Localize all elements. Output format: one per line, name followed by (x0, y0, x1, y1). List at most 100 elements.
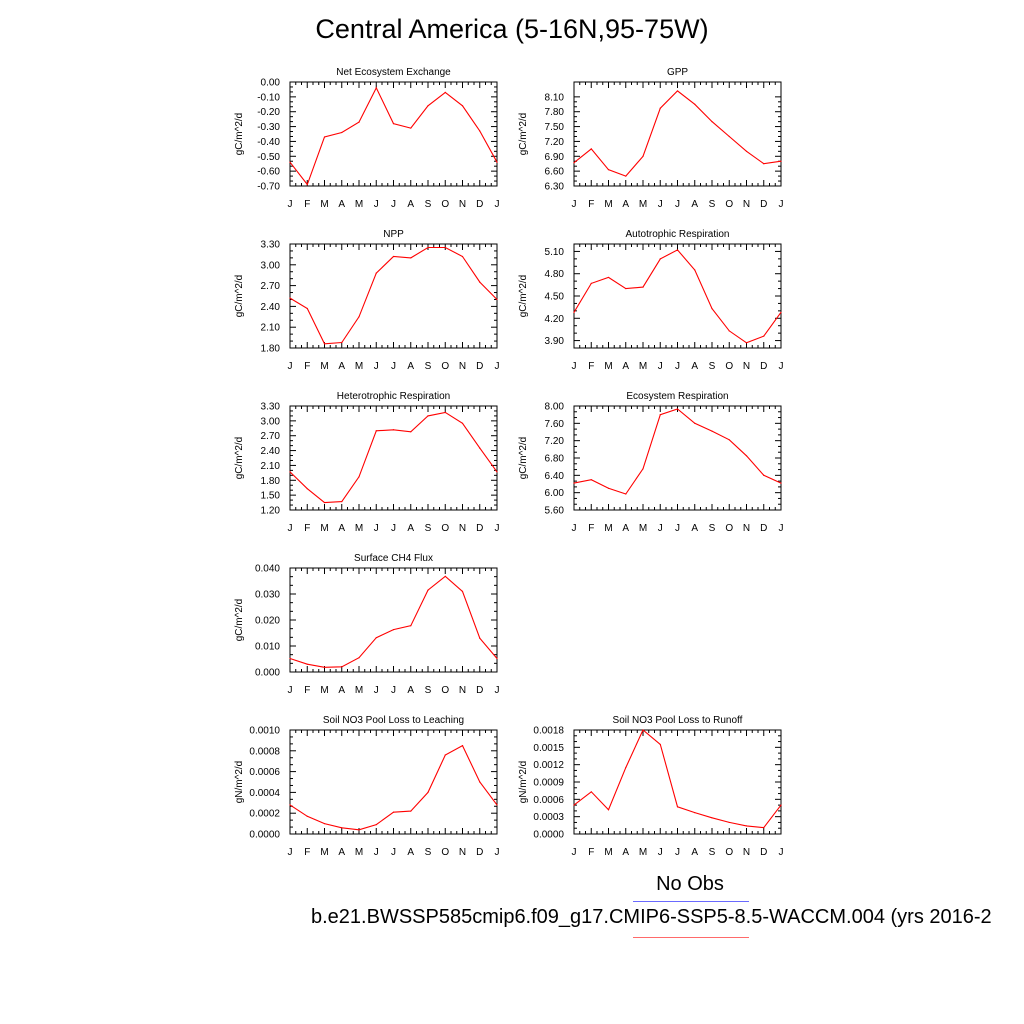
x-tick-label: J (572, 199, 577, 210)
data-point (573, 162, 575, 164)
data-point (479, 281, 481, 283)
y-tick-label: 5.60 (545, 506, 565, 517)
data-point (289, 161, 291, 163)
x-tick-label: J (572, 523, 577, 534)
x-tick-label: J (779, 361, 784, 372)
x-tick-label: J (391, 847, 396, 858)
x-tick-label: A (622, 523, 629, 534)
y-axis-label: gC/m^2/d (518, 437, 529, 480)
data-point (479, 637, 481, 639)
x-tick-label: M (604, 523, 612, 534)
data-point (728, 439, 730, 441)
plot-frame (573, 729, 782, 835)
x-tick-label: A (691, 199, 698, 210)
y-tick-label: -0.50 (257, 152, 280, 163)
x-tick-label: J (391, 685, 396, 696)
data-point (745, 342, 748, 344)
y-tick-label: 6.00 (545, 488, 565, 499)
x-tick-label: S (709, 199, 716, 210)
x-tick-label: M (604, 847, 612, 858)
x-tick-label: F (304, 685, 310, 696)
x-tick-label: M (355, 361, 363, 372)
y-tick-label: 0.010 (255, 642, 280, 653)
x-tick-label: F (588, 199, 594, 210)
data-point (306, 663, 308, 665)
x-tick-label: J (374, 523, 379, 534)
y-tick-label: -0.30 (257, 122, 280, 133)
y-tick-label: -0.20 (257, 107, 280, 118)
x-tick-label: D (760, 361, 767, 372)
data-point (711, 817, 713, 819)
panel-title: Soil NO3 Pool Loss to Runoff (613, 715, 743, 726)
data-point (358, 316, 360, 318)
data-point (711, 430, 713, 432)
data-point (392, 629, 395, 631)
y-tick-label: 2.40 (261, 302, 281, 313)
y-axis-label: gC/m^2/d (234, 275, 245, 318)
y-tick-label: 3.00 (261, 260, 281, 271)
data-point (573, 311, 575, 313)
y-tick-label: 6.80 (545, 454, 565, 465)
data-point (590, 479, 592, 481)
y-tick-label: 3.30 (261, 240, 281, 251)
panel-title: Surface CH4 Flux (354, 553, 433, 564)
x-tick-label: J (374, 199, 379, 210)
data-point (590, 148, 592, 150)
data-point (694, 812, 696, 814)
y-tick-label: 0.020 (255, 616, 280, 627)
x-tick-label: N (459, 685, 466, 696)
x-tick-label: J (572, 847, 577, 858)
series-line (289, 246, 498, 345)
x-tick-label: D (476, 523, 483, 534)
data-point (496, 161, 498, 163)
data-point (427, 105, 429, 107)
x-tick-label: N (459, 199, 466, 210)
x-tick-label: J (374, 847, 379, 858)
y-tick-label: 0.0003 (533, 812, 564, 823)
x-tick-label: A (407, 847, 414, 858)
plot-frame (289, 81, 498, 187)
data-point (375, 824, 377, 826)
data-point (375, 637, 377, 639)
x-tick-label: J (658, 523, 663, 534)
data-point (659, 107, 661, 109)
y-tick-label: 1.50 (261, 491, 281, 502)
panel-title: Heterotrophic Respiration (337, 391, 450, 402)
data-point (496, 804, 498, 806)
series-line (289, 411, 498, 504)
data-point (375, 430, 377, 432)
data-point (341, 666, 343, 668)
data-point (676, 90, 679, 92)
x-tick-label: J (675, 847, 680, 858)
x-tick-label: S (425, 361, 432, 372)
x-tick-label: A (691, 847, 698, 858)
panel-title: Autotrophic Respiration (626, 229, 730, 240)
data-point (392, 429, 395, 431)
plot-frame (573, 405, 782, 511)
y-tick-label: 0.0000 (249, 830, 280, 841)
x-tick-label: M (639, 361, 647, 372)
y-axis-label: gC/m^2/d (234, 437, 245, 480)
x-tick-label: A (338, 523, 345, 534)
series-line (573, 729, 782, 829)
x-tick-label: J (288, 523, 293, 534)
data-point (642, 729, 644, 731)
y-tick-label: 2.10 (261, 461, 281, 472)
y-tick-label: 2.10 (261, 323, 281, 334)
series-line (573, 249, 782, 344)
series-line (289, 744, 498, 831)
y-tick-label: 1.20 (261, 506, 281, 517)
data-point (607, 276, 610, 279)
x-tick-label: N (743, 523, 750, 534)
y-tick-label: 0.0006 (249, 767, 280, 778)
x-tick-label: M (355, 847, 363, 858)
data-point (659, 414, 661, 416)
data-point (625, 766, 627, 769)
y-tick-label: 2.40 (261, 446, 281, 457)
x-tick-label: M (604, 199, 612, 210)
data-point (780, 160, 782, 162)
